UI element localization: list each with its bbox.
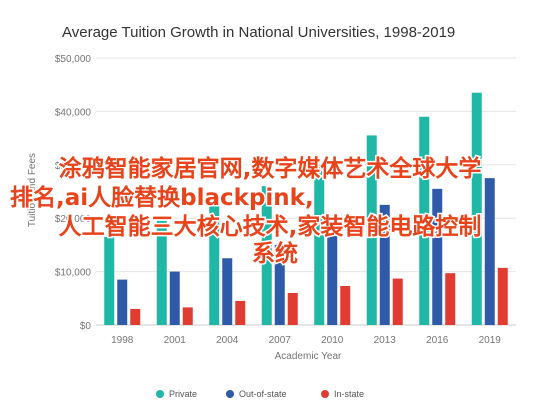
bar-in-state [182, 307, 193, 325]
legend-label: Out-of-state [239, 389, 287, 399]
x-axis-ticks: 1998 2001 2004 2007 2010 2013 2016 2019 [111, 335, 501, 346]
bar-out-of-state [327, 228, 338, 325]
overlay-caption: 涂鸦智能家居官网,数字媒体艺术全球大学 排名,ai人脸替换blackpink, … [9, 154, 483, 269]
x-tick-label: 1998 [111, 335, 134, 346]
x-tick-label: 2010 [321, 335, 344, 346]
overlay-line-3: 人工智能三大核心技术,家装智能电路控制 [59, 213, 482, 240]
legend-swatch-in-state [321, 390, 329, 398]
bar-in-state [340, 286, 351, 325]
bar-out-of-state [169, 271, 180, 325]
bar-private [156, 220, 167, 325]
bar-in-state [235, 300, 246, 325]
x-tick-label: 2004 [216, 335, 239, 346]
bar-out-of-state [432, 188, 443, 325]
y-tick-label: $0 [80, 321, 92, 332]
bar-private [209, 204, 220, 325]
bar-in-state [445, 273, 456, 325]
overlay-line-4: 系统 [252, 240, 298, 267]
y-tick-label: $40,000 [55, 107, 92, 118]
chart-title: Average Tuition Growth in National Unive… [62, 24, 455, 41]
bar-private [261, 186, 272, 325]
bar-private [366, 135, 377, 325]
bar-out-of-state [484, 178, 495, 325]
overlay-line-1: 涂鸦智能家居官网,数字媒体艺术全球大学 [59, 155, 482, 182]
overlay-line-2: 排名,ai人脸替换blackpink, [10, 184, 314, 211]
legend-swatch-private [156, 390, 164, 398]
y-axis-ticks: $0 $10,000 $20,000 $30,000 $40,000 $50,000 [55, 54, 92, 332]
y-axis-title: Tuition and Fees [27, 153, 38, 227]
bar-out-of-state [117, 279, 128, 325]
bar-out-of-state [274, 244, 285, 325]
bar-private [104, 236, 115, 325]
x-tick-label: 2013 [374, 335, 397, 346]
x-axis-title: Academic Year [275, 351, 342, 362]
bar-in-state [287, 292, 298, 325]
legend-swatch-out-of-state [226, 390, 234, 398]
bar-private [471, 92, 482, 326]
legend: Private Out-of-state In-state [156, 389, 364, 399]
x-tick-label: 2007 [269, 335, 292, 346]
bar-out-of-state [379, 204, 390, 325]
y-tick-label: $20,000 [55, 214, 92, 225]
bar-out-of-state [222, 258, 233, 325]
bars [104, 92, 508, 326]
y-tick-label: $30,000 [55, 161, 92, 172]
legend-label: Private [169, 389, 197, 399]
bar-in-state [130, 308, 141, 325]
x-tick-label: 2019 [479, 335, 502, 346]
x-tick-label: 2001 [164, 335, 187, 346]
x-tick-label: 2016 [426, 335, 449, 346]
bar-in-state [497, 267, 508, 325]
bar-in-state [392, 278, 403, 325]
y-tick-label: $50,000 [55, 54, 92, 65]
bar-private [419, 116, 430, 326]
y-tick-label: $10,000 [55, 268, 92, 279]
legend-label: In-state [334, 389, 364, 399]
bar-private [314, 164, 325, 325]
